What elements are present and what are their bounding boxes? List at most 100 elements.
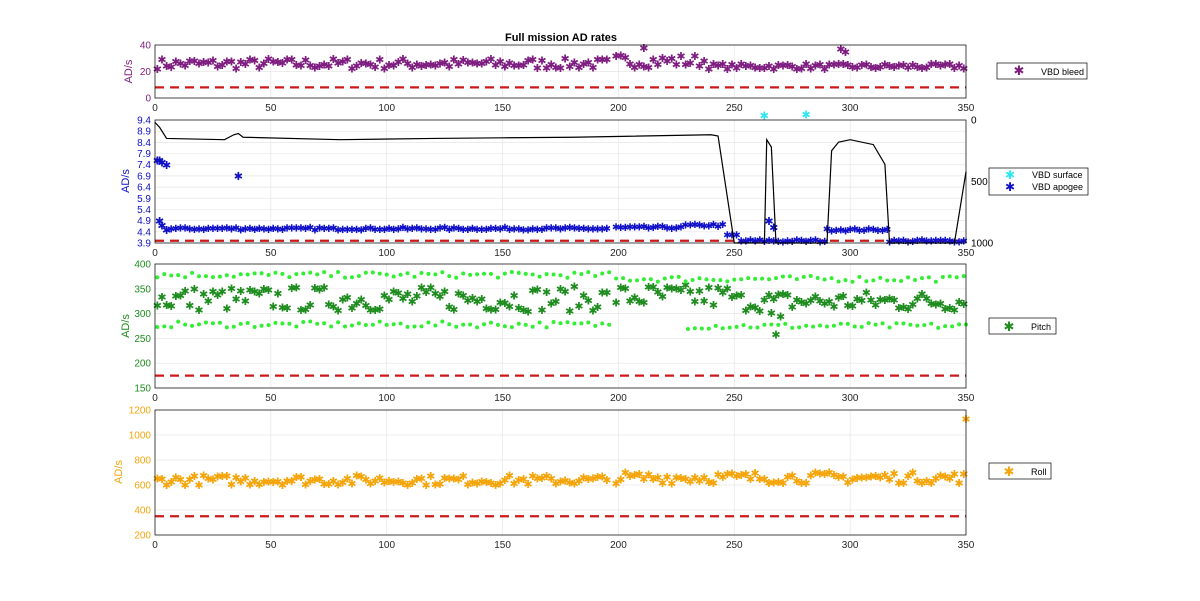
data-point-marker: ✱ bbox=[320, 59, 329, 71]
data-point-marker: ✱ bbox=[329, 223, 337, 234]
data-point-marker bbox=[634, 278, 639, 283]
data-point-marker bbox=[356, 321, 361, 326]
data-point-marker: ✱ bbox=[598, 224, 606, 235]
data-point-marker: ✱ bbox=[737, 290, 746, 302]
data-point-marker bbox=[607, 270, 612, 275]
data-point-marker: ✱ bbox=[574, 63, 583, 75]
x-tick-label: 100 bbox=[378, 540, 395, 551]
data-point-marker: ✱ bbox=[218, 471, 227, 483]
data-point-marker bbox=[933, 279, 938, 284]
data-point-marker: ✱ bbox=[778, 289, 787, 301]
data-point-marker: ✱ bbox=[282, 303, 291, 315]
data-point-marker: ✱ bbox=[862, 473, 871, 485]
data-point-marker: ✱ bbox=[315, 224, 323, 235]
data-point-marker bbox=[287, 321, 292, 326]
data-point-marker: ✱ bbox=[811, 60, 820, 72]
data-point-marker: ✱ bbox=[862, 288, 871, 300]
data-point-marker bbox=[901, 321, 906, 326]
data-point-marker: ✱ bbox=[371, 305, 380, 317]
data-point-marker: ✱ bbox=[639, 474, 648, 486]
x-tick-label: 0 bbox=[152, 393, 158, 404]
data-point-marker bbox=[169, 325, 174, 330]
data-point-marker bbox=[287, 275, 292, 280]
data-point-marker: ✱ bbox=[890, 236, 898, 247]
data-point-marker bbox=[797, 325, 802, 330]
data-point-marker: ✱ bbox=[213, 290, 222, 302]
data-point-marker: ✱ bbox=[227, 225, 235, 236]
data-point-marker: ✱ bbox=[269, 477, 278, 489]
data-point-marker bbox=[516, 270, 521, 275]
data-point-marker: ✱ bbox=[472, 479, 481, 491]
data-point-marker bbox=[852, 324, 857, 329]
data-point-marker: ✱ bbox=[686, 287, 695, 299]
data-point-marker: ✱ bbox=[857, 60, 866, 72]
x-tick-label: 50 bbox=[265, 540, 277, 551]
data-point-marker: ✱ bbox=[186, 224, 194, 235]
data-point-marker bbox=[329, 274, 334, 279]
data-point-marker: ✱ bbox=[445, 62, 454, 74]
x-tick-label: 300 bbox=[842, 248, 859, 259]
data-point-marker bbox=[753, 276, 758, 281]
data-point-marker: ✱ bbox=[681, 280, 690, 292]
y-tick-label: 350 bbox=[134, 284, 151, 295]
data-point-marker: ✱ bbox=[514, 303, 523, 315]
data-point-marker: ✱ bbox=[157, 54, 166, 66]
data-point-marker: ✱ bbox=[361, 301, 370, 313]
data-point-marker: ✱ bbox=[874, 226, 882, 237]
figure-title: Full mission AD rates bbox=[505, 32, 617, 44]
data-point-marker: ✱ bbox=[841, 226, 849, 237]
data-point-marker: ✱ bbox=[727, 292, 736, 304]
data-point-marker bbox=[838, 321, 843, 326]
data-point-marker: ✱ bbox=[570, 224, 578, 235]
data-point-marker: ✱ bbox=[866, 62, 875, 74]
data-point-marker: ✱ bbox=[208, 55, 217, 67]
data-point-marker: ✱ bbox=[880, 470, 889, 482]
data-point-marker bbox=[495, 322, 500, 327]
data-point-marker bbox=[961, 274, 966, 279]
data-point-marker: ✱ bbox=[176, 58, 185, 70]
vbd-apogee-legend-label: VBD apogee bbox=[1032, 182, 1083, 192]
data-point-marker: ✱ bbox=[537, 305, 546, 317]
data-point-marker: ✱ bbox=[542, 223, 550, 234]
panel-roll-ylabel: AD/s bbox=[113, 460, 125, 484]
data-point-marker: ✱ bbox=[755, 63, 764, 75]
data-point-marker bbox=[231, 274, 236, 279]
data-point-marker: ✱ bbox=[713, 470, 722, 482]
data-point-marker: ✱ bbox=[672, 284, 681, 296]
data-point-marker: ✱ bbox=[834, 292, 843, 304]
x-tick-label: 50 bbox=[265, 103, 277, 114]
data-point-marker: ✱ bbox=[440, 58, 449, 70]
data-point-marker: ✱ bbox=[663, 223, 671, 234]
data-point-marker: ✱ bbox=[464, 225, 472, 236]
data-point-marker: ✱ bbox=[862, 59, 871, 71]
data-point-marker: ✱ bbox=[589, 224, 597, 235]
data-point-marker: ✱ bbox=[922, 236, 930, 247]
data-point-marker: ✱ bbox=[834, 59, 843, 71]
data-point-marker bbox=[551, 320, 556, 325]
data-point-marker: ✱ bbox=[222, 471, 231, 483]
data-point-marker bbox=[829, 276, 834, 281]
data-point-marker bbox=[704, 277, 709, 282]
data-point-marker: ✱ bbox=[913, 294, 922, 306]
data-point-marker: ✱ bbox=[325, 224, 333, 235]
data-point-marker bbox=[780, 274, 785, 279]
data-point-marker: ✱ bbox=[746, 236, 754, 247]
data-point-marker: ✱ bbox=[459, 225, 467, 236]
data-point-marker: ✱ bbox=[371, 62, 380, 74]
data-point-marker: ✱ bbox=[473, 225, 481, 236]
data-point-marker: ✱ bbox=[635, 296, 644, 308]
data-point-marker: ✱ bbox=[505, 301, 514, 313]
data-point-marker: ✱ bbox=[579, 224, 587, 235]
data-point-marker bbox=[336, 320, 341, 325]
data-point-marker: ✱ bbox=[204, 296, 213, 308]
data-point-marker bbox=[824, 324, 829, 329]
data-point-marker: ✱ bbox=[417, 224, 425, 235]
data-point-marker bbox=[468, 322, 473, 327]
data-point-marker: ✱ bbox=[380, 291, 389, 303]
data-point-marker: ✱ bbox=[282, 54, 291, 66]
data-point-marker: ✱ bbox=[871, 300, 880, 312]
data-point-marker: ✱ bbox=[827, 226, 835, 237]
data-point-marker: ✱ bbox=[876, 62, 885, 74]
data-point-marker: ✱ bbox=[797, 478, 806, 490]
data-point-marker: ✱ bbox=[653, 287, 662, 299]
